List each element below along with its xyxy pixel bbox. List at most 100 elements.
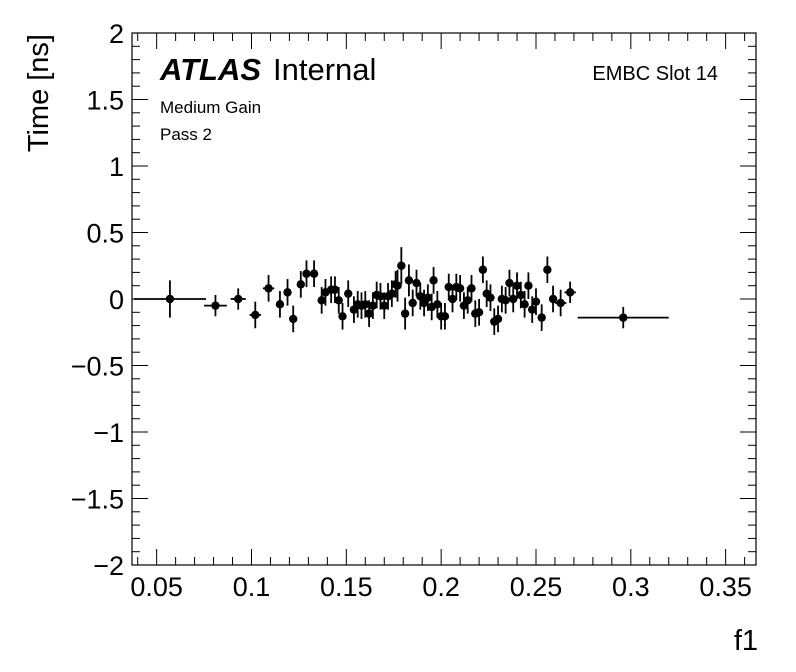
point-marker [433,300,442,309]
data-point [289,305,298,333]
point-marker [463,296,472,305]
point-marker [444,282,453,292]
data-point [493,305,503,333]
data-point [338,302,347,330]
data-point [501,287,510,314]
x-tick-label: 0.35 [699,572,752,602]
data-point [309,260,319,288]
data-point [204,295,227,317]
point-marker [400,309,410,318]
data-point [448,285,457,313]
point-marker [486,293,495,302]
point-marker [404,276,414,285]
data-point [400,297,410,330]
point-marker [338,312,347,321]
point-marker [283,288,292,297]
point-marker [505,278,514,288]
point-marker [619,313,628,322]
point-marker [330,285,340,294]
point-marker [275,300,285,309]
point-marker [548,294,558,304]
data-point [404,264,414,297]
x-tick-label: 0.15 [320,572,373,602]
tick-labels: 0.05 0.1 0.15 0.2 0.25 0.3 0.35 −2 −1.5 −1 −0.5 0 0.… [71,19,752,602]
point-marker [344,289,353,298]
data-point [509,285,518,313]
point-marker [397,261,406,270]
data-point [548,285,558,313]
point-marker [527,305,537,314]
data-point [440,302,450,330]
data-point [474,299,484,326]
pass-label: Pass 2 [160,125,212,144]
y-tick-label: −0.5 [71,352,124,382]
data-point [531,288,541,315]
data-point [455,275,465,302]
data-point [302,260,311,288]
data-points [133,247,669,335]
data-point [520,291,529,318]
point-marker [455,284,465,293]
point-marker [165,294,175,304]
data-point [412,269,421,297]
data-point [577,306,669,329]
data-point [416,283,425,310]
data-point [524,272,533,299]
point-marker [448,294,457,304]
point-marker [211,301,220,310]
point-marker [512,281,522,290]
point-marker [264,284,273,293]
point-marker [296,280,306,289]
atlas-label: ATLAS Internal [159,52,376,87]
data-point [408,289,417,317]
point-marker [334,296,343,305]
data-point [444,273,453,301]
point-marker [423,293,433,302]
point-marker [440,312,450,321]
data-point [296,271,306,298]
point-marker [537,313,546,322]
x-tick-label: 0.1 [233,572,271,602]
axis-ticks [132,32,756,566]
data-point [133,280,206,318]
plot-frame [131,32,757,566]
y-tick-label: −2 [93,551,124,581]
point-marker [467,284,476,293]
y-tick-label: 2 [109,19,124,49]
y-tick-label: −1.5 [71,485,124,515]
data-point [429,267,438,294]
point-marker [364,309,374,318]
y-tick-label: 1 [109,152,124,182]
x-tick-label: 0.2 [422,572,460,602]
data-point [230,288,246,310]
point-marker [302,269,311,278]
atlas-experiment: ATLAS [159,52,261,87]
point-marker [251,310,260,320]
point-marker [516,290,526,300]
point-marker [368,301,378,310]
point-marker [520,300,529,309]
data-point [505,269,514,297]
data-point [275,291,285,318]
point-marker [393,281,402,290]
point-marker [509,294,518,304]
point-marker [543,265,552,274]
point-marker [493,314,503,324]
point-marker [380,301,389,310]
x-tick-label: 0.3 [612,572,650,602]
y-tick-label: −1 [93,418,124,448]
y-tick-label: 1.5 [86,86,124,116]
data-point [537,304,546,331]
point-marker [429,276,438,285]
data-point [397,247,406,285]
data-point [344,280,353,307]
point-marker [412,278,421,288]
point-marker [309,269,319,278]
slot-label: EMBC Slot 14 [592,63,718,85]
point-marker [317,296,326,305]
gain-label: Medium Gain [160,98,261,117]
data-point [554,289,567,317]
x-tick-label: 0.05 [130,572,183,602]
x-tick-label: 0.25 [510,572,563,602]
